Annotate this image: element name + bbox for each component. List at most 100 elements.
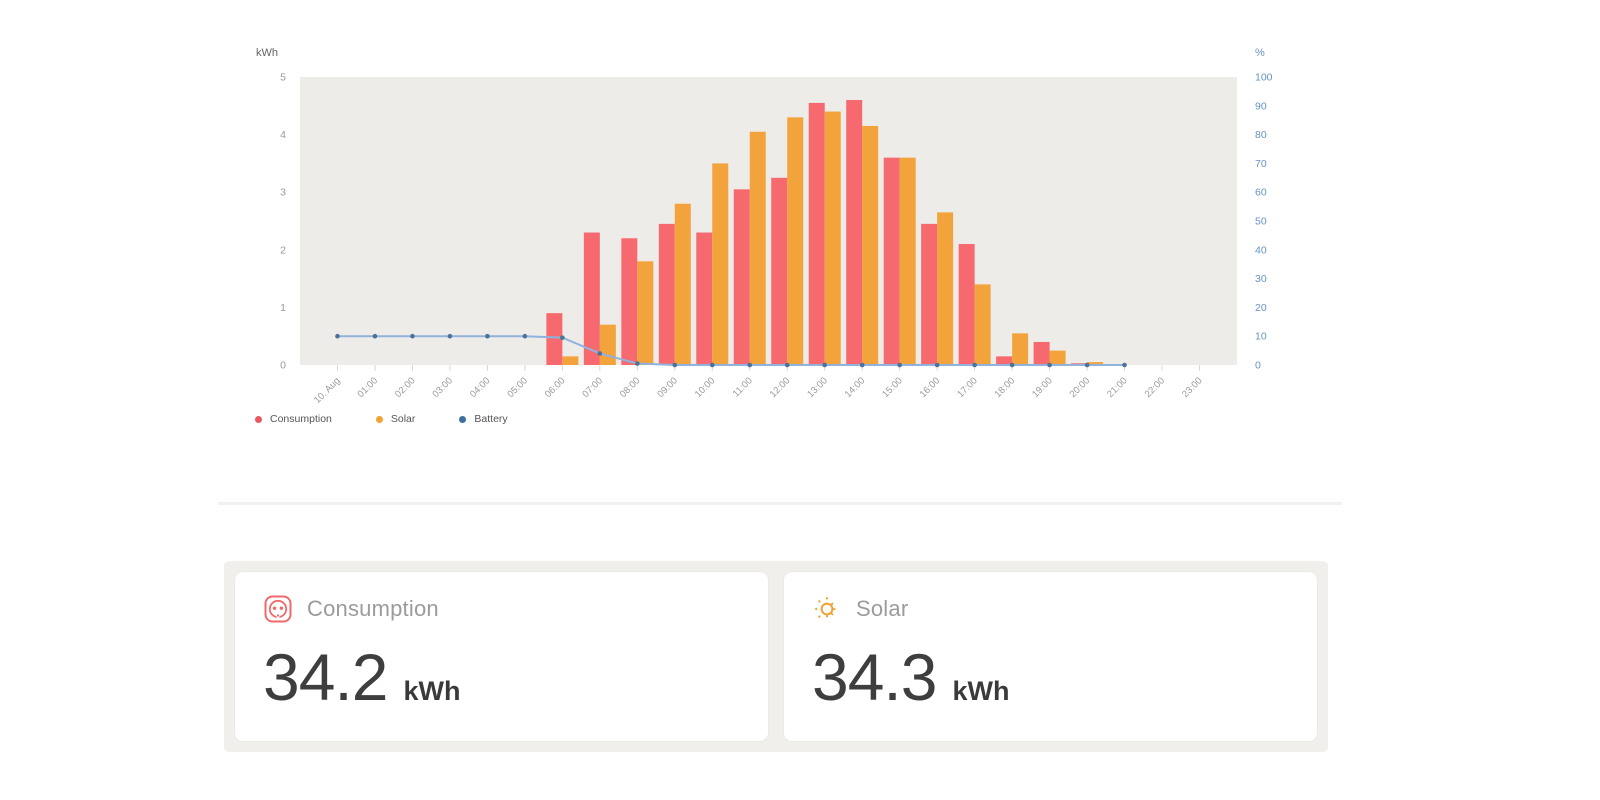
consumption-value: 34.2	[263, 640, 388, 714]
battery-point[interactable]	[522, 333, 528, 339]
plot-area	[300, 77, 1237, 365]
solar-bar[interactable]	[974, 284, 991, 365]
consumption-card[interactable]: Consumption 34.2 kWh	[234, 571, 769, 742]
consumption-bar[interactable]	[733, 189, 750, 365]
solar-bar[interactable]	[749, 131, 766, 365]
energy-chart: kWh% 0 1 2 3 4 5 0 10 20 30 40 50 60 70 80 90 100 10. Aug 0…	[220, 28, 1350, 418]
battery-point[interactable]	[747, 362, 753, 368]
solar-bar[interactable]	[599, 324, 616, 365]
battery-point[interactable]	[635, 361, 640, 366]
x-axis-label: 14:00	[843, 375, 868, 400]
battery-line	[337, 335, 1125, 366]
legend-label: Consumption	[270, 413, 332, 425]
consumption-bar[interactable]	[621, 238, 638, 365]
x-axis-label: 18:00	[993, 375, 1018, 400]
x-axis-label: 19:00	[1030, 375, 1055, 400]
consumption-bar[interactable]	[1033, 341, 1050, 365]
battery-point[interactable]	[335, 333, 340, 339]
consumption-bar[interactable]	[921, 223, 938, 365]
x-axis-label: 01:00	[355, 375, 380, 400]
battery-point[interactable]	[485, 333, 490, 339]
solar-bar[interactable]	[1087, 362, 1104, 365]
legend-label: Battery	[474, 413, 508, 425]
x-axis-label: 15:00	[880, 375, 905, 400]
solar-bar[interactable]	[637, 261, 654, 365]
solar-bar[interactable]	[674, 203, 691, 365]
consumption-card-header: Consumption	[263, 594, 768, 624]
solar-bar[interactable]	[1049, 350, 1066, 365]
x-axis-label: 20:00	[1068, 375, 1093, 400]
section-divider	[218, 502, 1342, 505]
battery-point[interactable]	[672, 362, 678, 368]
x-axis-label: 12:00	[768, 375, 793, 400]
battery-point[interactable]	[410, 333, 415, 339]
battery-point[interactable]	[897, 362, 902, 368]
battery-point[interactable]	[560, 335, 565, 340]
x-axis-label: 07:00	[580, 375, 605, 400]
consumption-card-label: Consumption	[307, 596, 439, 621]
summary-cards-band: Consumption 34.2 kWh	[224, 561, 1328, 752]
solar-bar[interactable]	[712, 163, 729, 365]
legend-item-battery[interactable]: Battery	[459, 413, 508, 425]
battery-point[interactable]	[1047, 362, 1052, 368]
battery-point[interactable]	[972, 362, 977, 368]
solar-bar[interactable]	[787, 117, 804, 365]
consumption-bar[interactable]	[658, 223, 675, 365]
consumption-bar[interactable]	[958, 244, 975, 365]
sun-icon	[815, 597, 839, 621]
solar-bar[interactable]	[937, 212, 954, 365]
battery-legend-dot-icon	[459, 415, 467, 423]
legend-item-solar[interactable]: Solar	[375, 413, 415, 425]
solar-bar[interactable]	[862, 125, 879, 366]
legend-item-consumption[interactable]: Consumption	[255, 413, 332, 425]
solar-card[interactable]: Solar 34.3 kWh	[783, 571, 1318, 742]
left-axis-tick-label: 4	[280, 129, 286, 141]
consumption-bar[interactable]	[846, 100, 863, 365]
battery-point[interactable]	[784, 362, 790, 368]
consumption-bar[interactable]	[771, 177, 788, 365]
x-axis-label: 22:00	[1143, 375, 1168, 400]
right-axis-tick-label: 30	[1255, 273, 1267, 285]
solar-card-label: Solar	[856, 596, 909, 621]
right-axis-tick-label: 40	[1255, 244, 1267, 256]
x-axis-label: 23:00	[1180, 375, 1205, 400]
consumption-bar[interactable]	[546, 313, 563, 365]
battery-point[interactable]	[934, 362, 940, 368]
battery-point[interactable]	[1009, 362, 1015, 368]
consumption-bar[interactable]	[996, 356, 1013, 365]
solar-bar[interactable]	[824, 111, 841, 365]
x-axis-label: 21:00	[1105, 375, 1130, 400]
solar-unit: kWh	[952, 676, 1010, 706]
x-axis-label: 09:00	[655, 375, 680, 400]
battery-point[interactable]	[859, 362, 865, 368]
x-axis-label: 08:00	[618, 375, 643, 400]
right-axis-tick-label: 80	[1255, 129, 1267, 141]
battery-point[interactable]	[709, 362, 715, 368]
battery-point[interactable]	[822, 362, 828, 368]
solar-bar[interactable]	[1012, 333, 1029, 365]
battery-point[interactable]	[447, 333, 453, 339]
left-axis-tick-label: 1	[280, 302, 286, 314]
socket-icon	[264, 595, 292, 623]
battery-point[interactable]	[597, 351, 603, 356]
consumption-bar[interactable]	[583, 232, 600, 365]
right-axis-tick-label: 10	[1255, 331, 1267, 343]
right-axis-tick-label: 60	[1255, 187, 1267, 199]
consumption-bar[interactable]	[808, 102, 825, 366]
x-axis-label: 17:00	[955, 375, 980, 400]
x-axis-label: 16:00	[918, 375, 943, 400]
left-axis-tick-label: 0	[280, 360, 286, 372]
solar-card-header: Solar	[812, 594, 1317, 624]
consumption-bar[interactable]	[883, 157, 900, 365]
consumption-bar[interactable]	[696, 232, 713, 365]
solar-bar[interactable]	[899, 157, 916, 365]
right-axis-tick-label: 70	[1255, 158, 1267, 170]
battery-point[interactable]	[372, 333, 378, 339]
solar-bar[interactable]	[562, 356, 579, 365]
battery-point[interactable]	[1084, 362, 1090, 368]
left-axis-tick-label: 3	[280, 187, 286, 199]
solar-value: 34.3	[812, 640, 937, 714]
solar-card-value-row: 34.3 kWh	[812, 644, 1317, 710]
battery-point[interactable]	[1122, 362, 1127, 368]
solar-legend-dot-icon	[375, 415, 383, 423]
